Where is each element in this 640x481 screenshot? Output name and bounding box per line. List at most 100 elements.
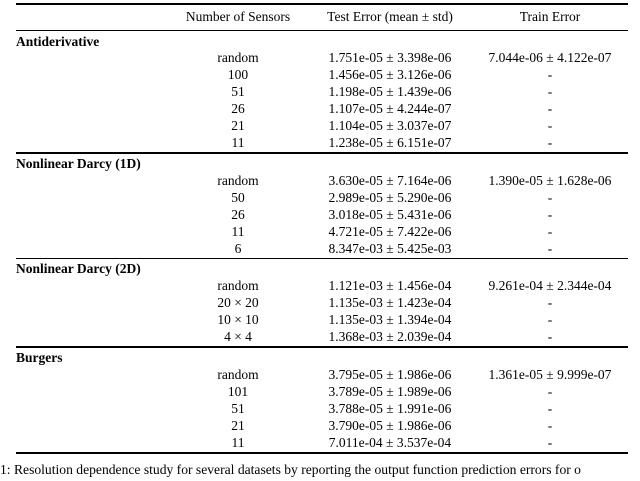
table-row: random 1.121e-03 ± 1.456e-04 9.261e-04 ±… [16,278,628,295]
test-error-cell: 3.018e-05 ± 5.431e-06 [328,206,452,222]
train-error-cell: 7.044e-06 ± 4.122e-07 [488,50,612,66]
train-error-cell: - [547,434,553,450]
section-title: Antiderivative [16,33,100,49]
sensors-cell: 10 × 10 [217,312,259,328]
test-error-cell: 1.456e-05 ± 3.126e-06 [328,67,452,83]
table-row: 26 1.107e-05 ± 4.244e-07 - [16,101,628,118]
sensors-cell: random [217,50,259,66]
bottom-rule [16,451,628,454]
test-error-cell: 1.368e-03 ± 2.039e-04 [328,329,452,345]
train-error-cell: - [547,383,553,399]
sensors-cell: random [217,278,259,294]
test-error-cell: 3.788e-05 ± 1.991e-06 [328,400,452,416]
test-error-cell: 4.721e-05 ± 7.422e-06 [328,223,452,239]
sensors-cell: random [217,172,259,188]
table-row: 21 3.790e-05 ± 1.986e-06 - [16,418,628,435]
train-error-cell: - [547,101,553,117]
sensors-cell: 21 [231,118,245,134]
table-row: 20 × 20 1.135e-03 ± 1.423e-04 - [16,295,628,312]
table-row: random 3.630e-05 ± 7.164e-06 1.390e-05 ±… [16,173,628,190]
train-error-cell: - [547,84,553,100]
test-error-cell: 3.789e-05 ± 1.989e-06 [328,383,452,399]
test-error-cell: 1.121e-03 ± 1.456e-04 [328,278,452,294]
train-error-cell: - [547,400,553,416]
table-row: random 1.751e-05 ± 3.398e-06 7.044e-06 ±… [16,50,628,67]
test-error-cell: 1.751e-05 ± 3.398e-06 [328,50,452,66]
test-error-cell: 1.238e-05 ± 6.151e-07 [328,135,452,151]
table-row: 100 1.456e-05 ± 3.126e-06 - [16,67,628,84]
train-error-cell: - [547,223,553,239]
test-error-cell: 7.011e-04 ± 3.537e-04 [328,434,452,450]
train-error-cell: - [547,67,553,83]
table-row: 11 1.238e-05 ± 6.151e-07 - [16,135,628,152]
sensors-cell: 21 [231,417,245,433]
section-title: Burgers [16,349,63,365]
sensors-cell: 20 × 20 [217,295,259,311]
sensors-cell: 100 [227,67,249,83]
section-rule [16,257,628,260]
test-error-cell: 2.989e-05 ± 5.290e-06 [328,189,452,205]
col-header-sensors: Number of Sensors [185,9,291,25]
test-error-cell: 1.135e-03 ± 1.394e-04 [328,312,452,328]
train-error-cell: - [547,417,553,433]
table-header-row: Number of Sensors Test Error (mean ± std… [16,5,628,30]
train-error-cell: 9.261e-04 ± 2.344e-04 [488,278,612,294]
table-row: 4 × 4 1.368e-03 ± 2.039e-04 - [16,329,628,346]
train-error-cell: - [547,312,553,328]
sensors-cell: 11 [231,223,245,239]
section-title: Nonlinear Darcy (2D) [16,261,141,277]
table-row: 10 × 10 1.135e-03 ± 1.394e-04 - [16,312,628,329]
col-header-test-error: Test Error (mean ± std) [327,9,453,25]
top-rule [16,3,628,5]
sensors-cell: 4 × 4 [224,329,252,345]
train-error-cell: - [547,118,553,134]
test-error-cell: 8.347e-03 ± 5.425e-03 [328,240,452,256]
sensors-cell: 26 [231,101,245,117]
table-row: 6 8.347e-03 ± 5.425e-03 - [16,241,628,258]
sensors-cell: 50 [231,189,245,205]
train-error-cell: - [547,240,553,256]
sensors-cell: random [217,366,259,382]
test-error-cell: 1.104e-05 ± 3.037e-07 [328,118,452,134]
sensors-cell: 51 [231,84,245,100]
sensors-cell: 6 [234,240,242,256]
sensors-cell: 51 [231,400,245,416]
table-row: 21 1.104e-05 ± 3.037e-07 - [16,118,628,135]
section-rule [16,346,628,348]
section-heading-darcy-1d: Nonlinear Darcy (1D) [16,154,628,173]
section-rule [16,152,628,154]
section-heading-antiderivative: Antiderivative [16,31,628,50]
test-error-cell: 1.135e-03 ± 1.423e-04 [328,295,452,311]
test-error-cell: 3.795e-05 ± 1.986e-06 [328,366,452,382]
table-caption: 1: Resolution dependence study for sever… [0,462,581,477]
train-error-cell: - [547,206,553,222]
table-row: 50 2.989e-05 ± 5.290e-06 - [16,190,628,207]
table-row: 11 4.721e-05 ± 7.422e-06 - [16,224,628,241]
section-heading-darcy-2d: Nonlinear Darcy (2D) [16,259,628,278]
train-error-cell: - [547,329,553,345]
col-header-train-error: Train Error [519,9,581,25]
train-error-cell: - [547,135,553,151]
train-error-cell: 1.361e-05 ± 9.999e-07 [488,366,612,382]
results-table: Number of Sensors Test Error (mean ± std… [16,3,628,454]
table-row: 51 3.788e-05 ± 1.991e-06 - [16,401,628,418]
header-rule [16,30,628,32]
sensors-cell: 101 [227,383,249,399]
sensors-cell: 26 [231,206,245,222]
table-row: 11 7.011e-04 ± 3.537e-04 - [16,435,628,452]
test-error-cell: 3.790e-05 ± 1.986e-06 [328,417,452,433]
test-error-cell: 1.198e-05 ± 1.439e-06 [328,84,452,100]
test-error-cell: 3.630e-05 ± 7.164e-06 [328,172,452,188]
table-row: random 3.795e-05 ± 1.986e-06 1.361e-05 ±… [16,367,628,384]
section-title: Nonlinear Darcy (1D) [16,155,141,171]
sensors-cell: 11 [231,135,245,151]
table-row: 101 3.789e-05 ± 1.989e-06 - [16,384,628,401]
table-row: 26 3.018e-05 ± 5.431e-06 - [16,207,628,224]
table-row: 51 1.198e-05 ± 1.439e-06 - [16,84,628,101]
train-error-cell: - [547,189,553,205]
train-error-cell: - [547,295,553,311]
sensors-cell: 11 [231,434,245,450]
test-error-cell: 1.107e-05 ± 4.244e-07 [328,101,452,117]
section-heading-burgers: Burgers [16,348,628,367]
